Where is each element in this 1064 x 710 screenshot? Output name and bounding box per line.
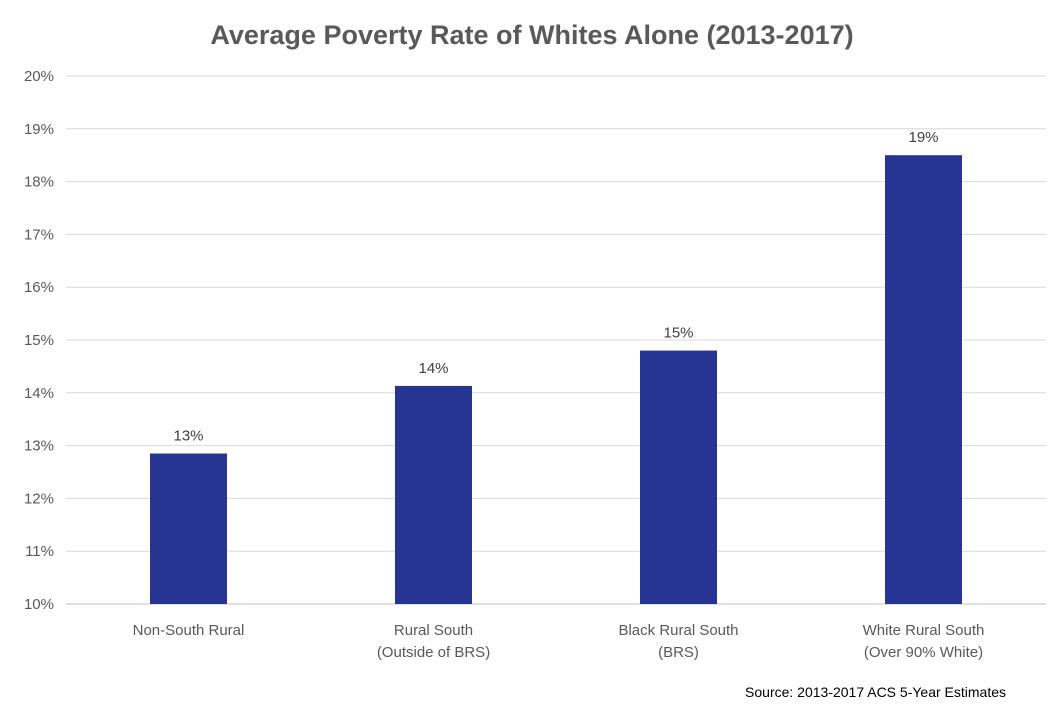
data-label: 19% xyxy=(908,129,938,146)
bar xyxy=(885,155,962,604)
source-note: Source: 2013-2017 ACS 5-Year Estimates xyxy=(745,684,1006,700)
data-label: 15% xyxy=(663,325,693,342)
chart-title: Average Poverty Rate of Whites Alone (20… xyxy=(210,20,854,50)
bars xyxy=(150,155,962,604)
y-tick-label: 17% xyxy=(24,226,54,243)
category-label: White Rural South xyxy=(863,622,985,639)
x-axis: Non-South Rural Rural South (Outside of BR… xyxy=(133,622,985,661)
y-tick-label: 16% xyxy=(24,279,54,296)
category-label: (Outside of BRS) xyxy=(377,644,490,661)
category-label: Rural South xyxy=(394,622,473,639)
gridlines xyxy=(66,75,1046,605)
category-label: Non-South Rural xyxy=(133,622,245,639)
y-tick-label: 20% xyxy=(24,68,54,85)
category-label: (BRS) xyxy=(658,644,699,661)
y-tick-label: 10% xyxy=(24,596,54,613)
y-axis: 10% 11% 12% 13% 14% 15% 16% 17% 18% 19% 20% xyxy=(24,68,54,613)
data-label: 14% xyxy=(418,360,448,377)
y-tick-label: 12% xyxy=(24,490,54,507)
y-tick-label: 14% xyxy=(24,385,54,402)
category-label: Black Rural South xyxy=(618,622,738,639)
y-tick-label: 15% xyxy=(24,332,54,349)
bar xyxy=(640,350,717,604)
y-tick-label: 13% xyxy=(24,438,54,455)
y-tick-label: 18% xyxy=(24,174,54,191)
data-label: 13% xyxy=(173,428,203,445)
data-labels: 13% 14% 15% 19% xyxy=(173,129,938,444)
bar xyxy=(150,453,227,604)
y-tick-label: 11% xyxy=(25,543,54,560)
bar xyxy=(395,385,472,604)
category-label: (Over 90% White) xyxy=(864,644,983,661)
y-tick-label: 19% xyxy=(24,121,54,138)
